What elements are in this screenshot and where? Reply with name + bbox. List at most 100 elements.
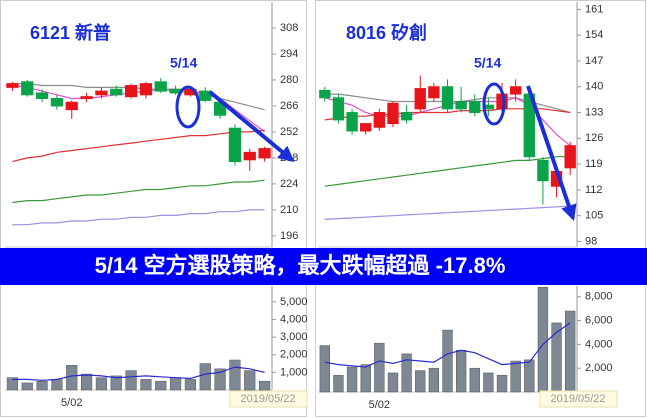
date-label: 2019/05/22 bbox=[240, 393, 295, 405]
trend-arrow bbox=[526, 85, 577, 222]
volume-bar bbox=[537, 286, 549, 393]
candle-body bbox=[6, 83, 19, 88]
volume-bar bbox=[333, 375, 344, 393]
y-tick-label: 2,000 bbox=[585, 362, 613, 374]
candle-body bbox=[332, 97, 345, 121]
line-series bbox=[12, 179, 265, 204]
volume-bar bbox=[169, 377, 182, 391]
candle-body bbox=[319, 89, 331, 99]
date-box bbox=[539, 390, 618, 408]
y-tick-label: 308 bbox=[280, 22, 298, 34]
line-series bbox=[12, 129, 265, 163]
volume-bar bbox=[346, 366, 358, 393]
date-box bbox=[229, 390, 308, 408]
volume-bar bbox=[95, 377, 108, 391]
volume-bar bbox=[469, 367, 480, 393]
volume-bar bbox=[140, 379, 152, 391]
y-tick-label: 224 bbox=[280, 178, 298, 190]
left-frame bbox=[0, 0, 307, 417]
volume-bar bbox=[387, 372, 399, 393]
y-tick-label: 140 bbox=[585, 81, 603, 93]
candle-body bbox=[346, 112, 358, 132]
candle-body bbox=[537, 159, 549, 182]
annotation: 5/14 bbox=[474, 55, 501, 71]
x-tick-label: 5/02 bbox=[369, 399, 390, 411]
volume-bar bbox=[483, 372, 494, 393]
candle-body bbox=[50, 98, 64, 107]
y-tick-label: 105 bbox=[585, 210, 603, 222]
line-series bbox=[324, 322, 571, 368]
line-series bbox=[324, 205, 571, 220]
volume-bar bbox=[51, 379, 63, 391]
plots: 1962102242382522662802943081,0002,0003,0… bbox=[5, 2, 613, 411]
volume-bar bbox=[244, 370, 256, 391]
chart-title: 6121 新普 bbox=[30, 22, 111, 43]
volume-bar bbox=[319, 345, 330, 393]
y-tick-label: 126 bbox=[585, 132, 603, 144]
candle-body bbox=[228, 127, 242, 163]
volume-bar bbox=[524, 359, 535, 393]
volume-bar bbox=[66, 365, 78, 391]
candle-body bbox=[428, 86, 440, 99]
candle-body bbox=[469, 100, 481, 114]
volume-bar bbox=[442, 329, 453, 393]
y-tick-label: 4,000 bbox=[280, 313, 308, 325]
candle-body bbox=[95, 90, 108, 96]
highlight-ellipse bbox=[175, 85, 201, 129]
volume-bar bbox=[360, 364, 371, 393]
candle-body bbox=[110, 88, 123, 96]
y-tick-label: 112 bbox=[585, 184, 603, 196]
line-series bbox=[12, 209, 265, 226]
candle-body bbox=[387, 102, 399, 125]
volume-bar bbox=[551, 322, 562, 393]
volume-bar bbox=[21, 382, 33, 391]
annotation: 5/14 bbox=[170, 55, 197, 71]
date-label: 2019/05/22 bbox=[550, 393, 605, 405]
y-tick-label: 147 bbox=[585, 55, 603, 67]
volume-bar bbox=[184, 379, 197, 391]
candle-body bbox=[154, 81, 167, 92]
y-tick-label: 8,000 bbox=[585, 291, 613, 303]
volume-bar bbox=[110, 375, 122, 391]
candle-body bbox=[360, 123, 372, 132]
y-tick-label: 3,000 bbox=[280, 331, 308, 343]
volume-bar bbox=[214, 368, 226, 391]
banner-bg bbox=[0, 248, 647, 285]
candle-body bbox=[80, 96, 93, 100]
volume-bar bbox=[428, 367, 440, 393]
banner-text: 5/14 空方選股策略，最大跌幅超過 -17.8% bbox=[95, 253, 506, 278]
volume-bar bbox=[36, 380, 48, 391]
volume-bar bbox=[6, 377, 19, 391]
candle-body bbox=[441, 86, 454, 110]
candle-body bbox=[373, 112, 386, 128]
candle-body bbox=[414, 88, 426, 110]
chart-title: 8016 矽創 bbox=[346, 22, 427, 43]
x-tick-label: 5/02 bbox=[61, 397, 82, 409]
candle-body bbox=[258, 148, 271, 159]
line-series bbox=[12, 366, 265, 381]
y-tick-label: 161 bbox=[585, 3, 603, 15]
y-tick-label: 154 bbox=[585, 29, 603, 41]
volume-bar bbox=[229, 359, 241, 391]
volume-bar bbox=[199, 363, 211, 391]
volume-bar bbox=[80, 373, 93, 391]
y-tick-label: 98 bbox=[585, 235, 597, 247]
volume-bar bbox=[374, 342, 385, 393]
line-series bbox=[12, 83, 265, 111]
volume-bar bbox=[401, 353, 412, 393]
candle-body bbox=[199, 90, 212, 101]
candle-body bbox=[509, 86, 522, 95]
candle-body bbox=[124, 85, 138, 98]
y-tick-label: 2,000 bbox=[280, 349, 308, 361]
volume-bar bbox=[455, 350, 467, 393]
trend-arrow bbox=[208, 90, 295, 163]
y-tick-label: 5,000 bbox=[280, 296, 308, 308]
volume-bar bbox=[496, 375, 508, 393]
y-tick-label: 4,000 bbox=[585, 338, 613, 350]
candle-body bbox=[65, 101, 78, 111]
y-tick-label: 210 bbox=[280, 204, 298, 216]
y-tick-label: 1,000 bbox=[280, 366, 308, 378]
y-tick-label: 266 bbox=[280, 100, 298, 112]
candle-body bbox=[455, 100, 467, 110]
